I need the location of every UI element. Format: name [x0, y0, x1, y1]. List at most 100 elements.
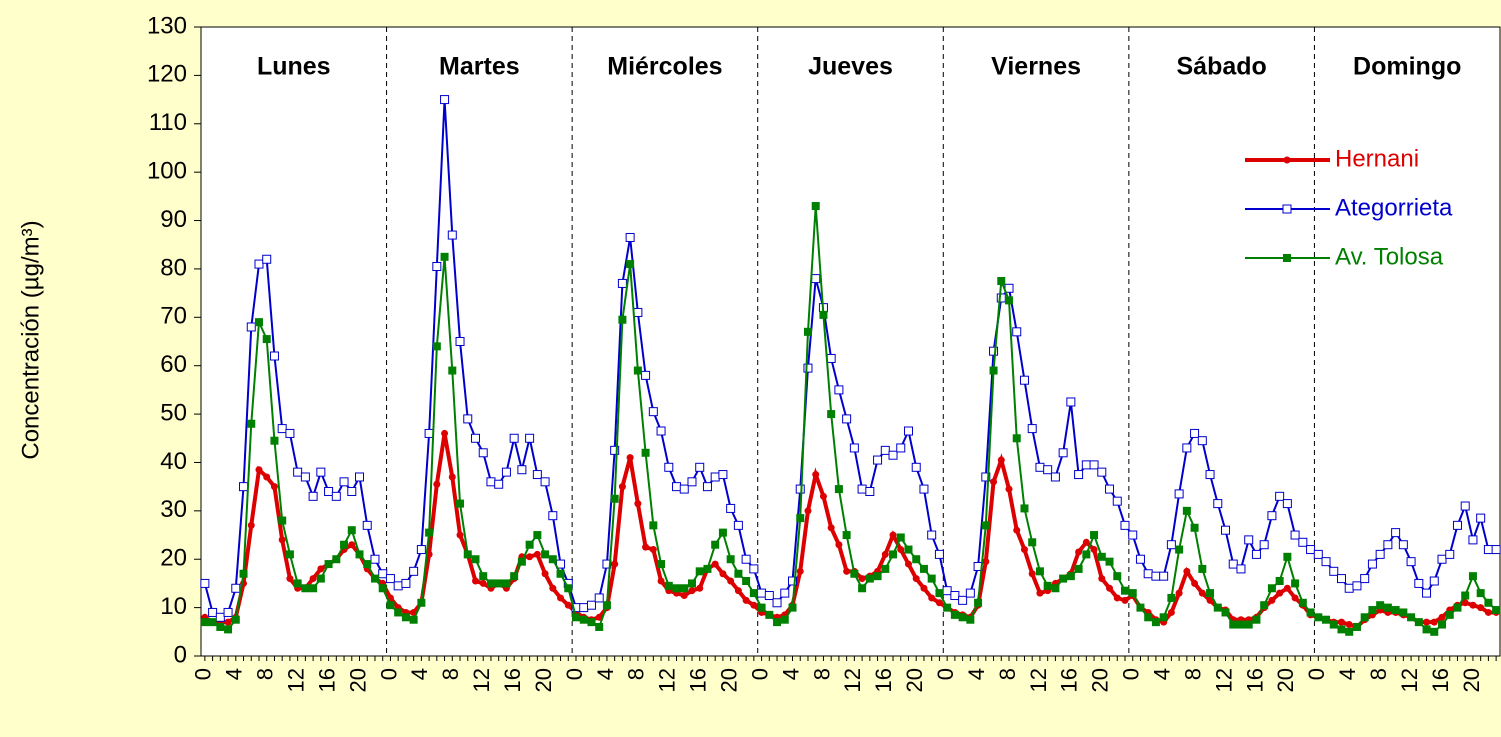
legend-label: Hernani	[1335, 145, 1419, 172]
data-point	[1190, 428, 1200, 438]
x-tick-label: 8	[253, 668, 278, 680]
x-tick-label: 20	[1088, 668, 1113, 692]
data-point	[533, 531, 542, 540]
y-tick-label: 50	[160, 399, 187, 426]
data-point	[1383, 603, 1392, 612]
data-point	[950, 610, 959, 619]
data-point	[1468, 535, 1478, 545]
data-point	[796, 567, 804, 575]
data-point	[1251, 549, 1261, 559]
data-point	[834, 485, 843, 494]
data-point	[1406, 557, 1416, 567]
y-tick-label: 100	[147, 157, 187, 184]
data-point	[858, 584, 867, 593]
data-point	[920, 584, 928, 592]
data-point	[448, 366, 457, 375]
data-point	[726, 503, 736, 513]
data-point	[1128, 589, 1137, 598]
y-tick-label: 40	[160, 448, 187, 475]
data-point	[269, 351, 279, 361]
data-point	[1452, 520, 1462, 530]
data-point	[990, 478, 998, 486]
data-point	[1121, 596, 1129, 604]
data-point	[309, 584, 318, 593]
data-point	[1352, 581, 1362, 591]
data-point	[394, 608, 403, 617]
data-point	[525, 540, 534, 549]
data-point	[1097, 552, 1106, 561]
data-point	[741, 554, 751, 564]
data-point	[819, 492, 827, 500]
data-point	[865, 486, 875, 496]
data-point	[702, 482, 712, 492]
data-point	[548, 511, 558, 521]
data-point	[440, 95, 450, 105]
data-point	[331, 491, 341, 501]
data-point	[1051, 584, 1060, 593]
data-point	[1460, 501, 1470, 511]
data-point	[278, 516, 287, 525]
y-tick-label: 30	[160, 496, 187, 523]
data-point	[239, 569, 248, 578]
data-point	[749, 564, 759, 574]
data-point	[873, 572, 882, 581]
data-point	[1191, 579, 1199, 587]
data-point	[525, 433, 535, 443]
data-point	[1113, 572, 1122, 581]
data-point	[1484, 608, 1492, 616]
data-point	[1469, 601, 1477, 609]
data-point	[719, 570, 727, 578]
data-point	[262, 335, 271, 344]
x-tick-label: 8	[438, 668, 463, 680]
data-point	[316, 574, 325, 583]
data-point	[966, 615, 975, 624]
y-tick-label: 0	[174, 641, 187, 668]
data-point	[718, 528, 727, 537]
data-point	[526, 553, 534, 561]
data-point	[680, 584, 689, 593]
y-tick-label: 90	[160, 206, 187, 233]
data-point	[332, 555, 341, 564]
data-point	[293, 467, 303, 477]
data-point	[385, 574, 395, 584]
data-point	[1074, 564, 1083, 573]
data-point	[1005, 296, 1014, 305]
data-point	[843, 567, 851, 575]
data-point	[742, 577, 751, 586]
data-point	[401, 613, 410, 622]
data-point	[865, 574, 874, 583]
data-point	[255, 466, 263, 474]
data-point	[216, 622, 225, 631]
data-point	[1020, 504, 1029, 513]
data-point	[455, 337, 465, 346]
data-point	[1445, 549, 1455, 559]
data-point	[656, 426, 666, 436]
data-point	[579, 603, 589, 613]
data-point	[463, 414, 473, 424]
data-point	[1438, 613, 1446, 621]
data-point	[224, 625, 233, 634]
data-point	[586, 600, 596, 610]
data-point	[1136, 603, 1145, 612]
x-tick-label: 0	[747, 668, 772, 680]
x-tick-label: 12	[840, 668, 865, 692]
data-point	[750, 601, 758, 609]
data-point	[355, 472, 365, 482]
data-point	[572, 613, 581, 622]
data-point	[803, 363, 813, 373]
data-point	[208, 607, 218, 617]
data-point	[1244, 535, 1254, 545]
data-point	[1306, 608, 1315, 617]
data-point	[1368, 606, 1377, 615]
data-point	[517, 465, 527, 475]
data-point	[1313, 549, 1323, 559]
data-point	[919, 484, 929, 494]
data-point	[888, 450, 898, 460]
data-point	[1066, 572, 1075, 581]
data-point	[904, 545, 913, 554]
data-point	[1259, 540, 1269, 550]
data-point	[672, 482, 682, 492]
x-tick-label: 8	[809, 668, 834, 680]
x-tick-label: 8	[1366, 668, 1391, 680]
x-tick-label: 20	[902, 668, 927, 692]
